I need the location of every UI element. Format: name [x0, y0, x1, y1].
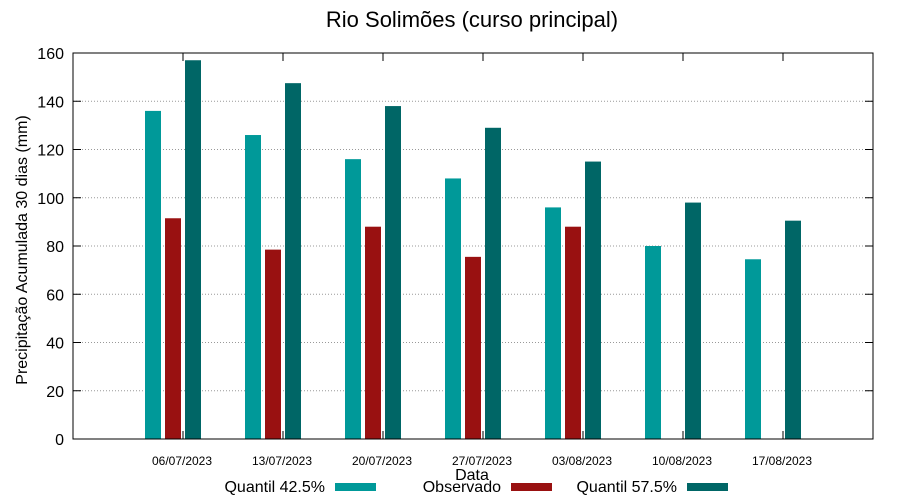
y-axis-title: Precipitação Acumulada 30 dias (mm) [14, 115, 31, 384]
x-axis-title: Data [455, 467, 489, 484]
bars [145, 60, 801, 440]
legend-swatch [511, 483, 552, 491]
x-axis-ticks: 06/07/2023 13/07/2023 20/07/2023 27/07/2023… [152, 53, 812, 468]
bar-quantil-57-5 [185, 60, 201, 440]
bar-observado [465, 256, 481, 439]
x-tick-label: 17/08/2023 [752, 454, 812, 468]
chart-title: Rio Solimões (curso principal) [326, 7, 618, 32]
y-tick-label: 80 [46, 239, 64, 256]
legend-swatch [335, 483, 376, 491]
y-tick-label: 120 [37, 143, 64, 160]
y-tick-label: 160 [37, 46, 64, 63]
bar-quantil-57-5 [285, 83, 301, 439]
y-tick-label: 0 [55, 432, 64, 449]
y-tick-label: 140 [37, 94, 64, 111]
bar-quantil-57-5 [685, 202, 701, 439]
bar-quantil-42-5 [245, 135, 261, 439]
legend-label: Observado [423, 479, 501, 496]
y-tick-label: 60 [46, 287, 64, 304]
x-tick-label: 03/08/2023 [552, 454, 612, 468]
bar-observado [165, 218, 181, 439]
x-tick-label: 27/07/2023 [452, 454, 512, 468]
bar-observado [365, 226, 381, 439]
y-tick-label: 40 [46, 336, 64, 353]
bar-quantil-57-5 [585, 161, 601, 439]
x-tick-label: 13/07/2023 [252, 454, 312, 468]
legend: Quantil 42.5% Observado Quantil 57.5% [224, 479, 728, 496]
bar-quantil-57-5 [485, 127, 501, 439]
bar-quantil-42-5 [145, 110, 161, 440]
legend-label: Quantil 42.5% [224, 479, 325, 496]
bar-quantil-42-5 [645, 246, 661, 439]
y-tick-label: 20 [46, 384, 64, 401]
x-tick-label: 20/07/2023 [352, 454, 412, 468]
y-tick-label: 100 [37, 191, 64, 208]
x-tick-label: 06/07/2023 [152, 454, 212, 468]
bar-quantil-57-5 [785, 220, 801, 439]
legend-label: Quantil 57.5% [576, 479, 677, 496]
bar-quantil-57-5 [385, 106, 401, 439]
bar-quantil-42-5 [545, 207, 561, 439]
legend-swatch [687, 483, 728, 491]
bar-quantil-42-5 [345, 159, 361, 439]
bar-observado [565, 226, 581, 439]
bar-observado [265, 249, 281, 439]
y-axis-ticks: 0 20 40 60 80 100 120 140 160 [37, 46, 873, 449]
bar-quantil-42-5 [745, 259, 761, 439]
x-tick-label: 10/08/2023 [652, 454, 712, 468]
bar-quantil-42-5 [445, 178, 461, 439]
